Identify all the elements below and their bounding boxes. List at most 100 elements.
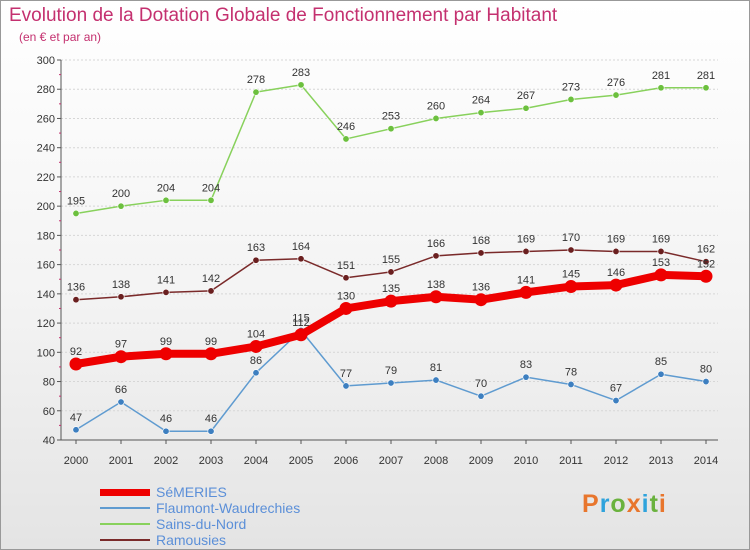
data-label-flaumont-waudrechies: 70 [475,378,487,390]
legend-swatch-ramousies [100,539,150,541]
data-point-sains-du-nord [72,209,80,217]
legend-swatch-flaumont-waudrechies [100,507,150,509]
data-label-s-meries: 104 [247,328,265,340]
data-label-sains-du-nord: 281 [697,70,715,82]
data-point-sains-du-nord [162,196,170,204]
data-label-s-meries: 135 [382,283,400,295]
data-point-s-meries [699,269,713,283]
data-point-s-meries [474,293,488,307]
data-label-s-meries: 112 [292,317,310,329]
x-tick-label: 2013 [649,455,673,467]
data-label-sains-du-nord: 195 [67,195,85,207]
x-tick-label: 2012 [604,455,628,467]
data-label-s-meries: 145 [562,269,580,281]
data-point-ramousies [387,268,395,276]
data-point-ramousies [657,247,665,255]
logo-letter: t [649,490,659,518]
data-point-ramousies [297,255,305,263]
data-label-sains-du-nord: 267 [517,90,535,102]
data-label-flaumont-waudrechies: 77 [340,368,352,380]
data-label-ramousies: 164 [292,241,310,253]
x-tick-label: 2004 [244,455,268,467]
data-point-s-meries [654,268,668,282]
chart-subtitle: (en € et par an) [19,30,102,44]
x-tick-label: 2008 [424,455,448,467]
legend-label-ramousies: Ramousies [156,532,227,548]
data-point-ramousies [117,293,125,301]
data-point-s-meries [294,328,308,342]
data-label-flaumont-waudrechies: 81 [430,362,442,374]
data-point-flaumont-waudrechies [477,392,485,400]
data-point-s-meries [249,339,263,353]
data-point-ramousies [342,274,350,282]
x-tick-label: 2011 [559,455,583,467]
y-tick-label: 40 [43,435,55,447]
data-label-flaumont-waudrechies: 79 [385,365,397,377]
data-point-sains-du-nord [657,84,665,92]
y-tick-label: 200 [37,201,55,213]
logo-letter: o [610,490,627,518]
data-point-s-meries [429,290,443,304]
data-label-sains-du-nord: 273 [562,81,580,93]
logo-letter: P [582,490,600,518]
y-tick-label: 300 [37,55,55,67]
data-label-s-meries: 99 [160,336,172,348]
x-tick-label: 2003 [199,455,223,467]
data-label-ramousies: 141 [157,274,175,286]
data-point-flaumont-waudrechies [72,426,80,434]
data-label-sains-du-nord: 260 [427,100,445,112]
data-label-sains-du-nord: 200 [112,188,130,200]
data-point-s-meries [384,294,398,308]
data-label-flaumont-waudrechies: 46 [205,413,217,425]
data-label-s-meries: 141 [517,274,535,286]
data-label-flaumont-waudrechies: 80 [700,364,712,376]
data-point-flaumont-waudrechies [702,378,710,386]
data-point-flaumont-waudrechies [387,379,395,387]
data-point-ramousies [432,252,440,260]
data-point-ramousies [207,287,215,295]
data-point-flaumont-waudrechies [207,427,215,435]
proxiti-logo: Proxiti [582,490,667,519]
legend-label-semeries: SéMERIES [156,484,227,500]
data-point-ramousies [612,247,620,255]
data-label-ramousies: 151 [337,260,355,272]
x-tick-label: 2001 [109,455,133,467]
data-label-s-meries: 153 [652,257,670,269]
data-point-s-meries [519,285,533,299]
data-label-s-meries: 152 [697,258,715,270]
data-point-s-meries [159,347,173,361]
data-point-sains-du-nord [567,95,575,103]
data-label-flaumont-waudrechies: 86 [250,355,262,367]
data-label-flaumont-waudrechies: 83 [520,359,532,371]
data-point-sains-du-nord [342,135,350,143]
line-chart: 40 60 80 100 120 140 160 180 200 220 240 260 280 300 2… [37,55,719,467]
data-label-ramousies: 166 [427,238,445,250]
data-label-s-meries: 138 [427,279,445,291]
data-point-sains-du-nord [387,125,395,133]
x-tick-label: 2005 [289,455,313,467]
data-point-ramousies [72,296,80,304]
data-point-ramousies [522,247,530,255]
legend-label-flaumont-waudrechies: Flaumont-Waudrechies [156,500,301,516]
data-label-ramousies: 163 [247,242,265,254]
data-label-flaumont-waudrechies: 85 [655,356,667,368]
data-label-s-meries: 92 [70,346,82,358]
data-point-ramousies [477,249,485,257]
logo-letter: i [641,490,650,518]
data-point-ramousies [252,256,260,264]
y-tick-label: 80 [43,377,55,389]
data-point-flaumont-waudrechies [657,370,665,378]
data-point-sains-du-nord [477,109,485,117]
y-tick-label: 60 [43,406,55,418]
data-point-flaumont-waudrechies [117,398,125,406]
data-point-sains-du-nord [612,91,620,99]
data-label-s-meries: 97 [115,339,127,351]
data-point-sains-du-nord [702,84,710,92]
data-point-s-meries [564,280,578,294]
data-label-sains-du-nord: 281 [652,70,670,82]
data-label-sains-du-nord: 204 [202,182,220,194]
data-point-sains-du-nord [297,81,305,89]
data-label-ramousies: 168 [472,235,490,247]
data-point-ramousies [162,288,170,296]
data-point-s-meries [69,357,83,371]
